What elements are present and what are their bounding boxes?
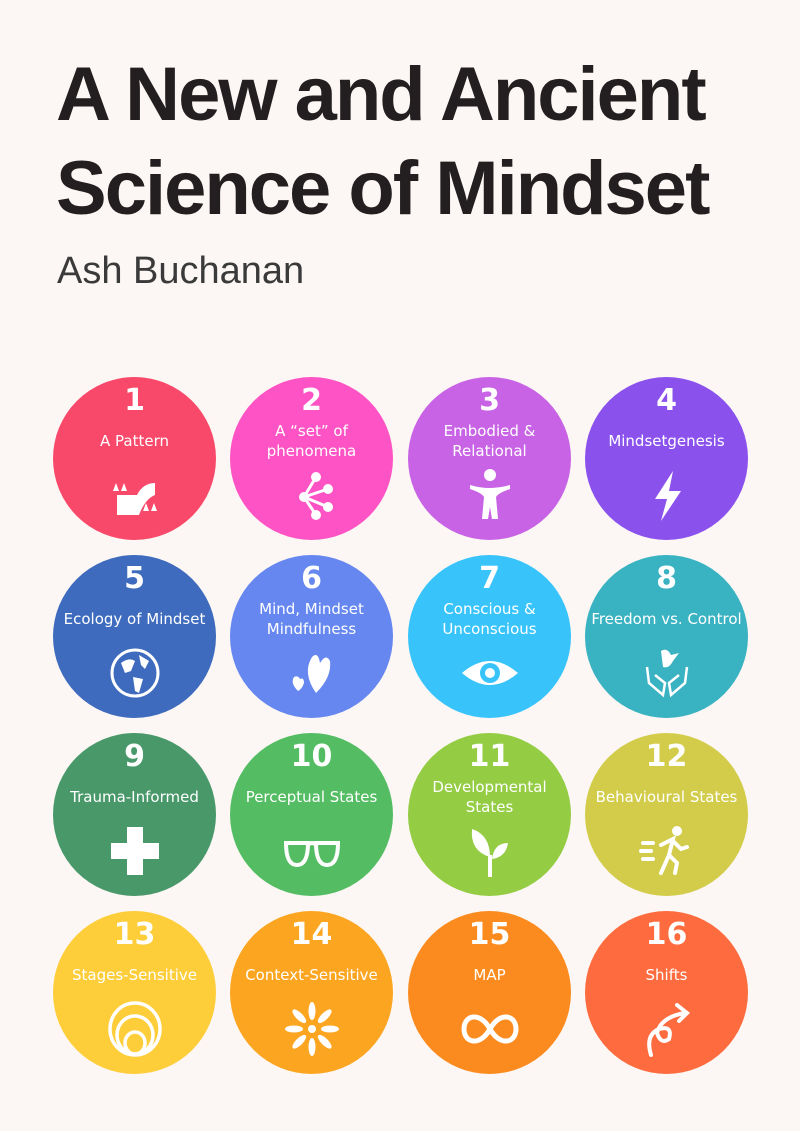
book-title: A New and Ancient Science of Mindset xyxy=(56,48,710,236)
topic-circle-7: 7 Conscious & Unconscious xyxy=(408,555,571,718)
topic-number: 4 xyxy=(656,383,677,418)
topic-circle-14: 14 Context-Sensitive xyxy=(230,911,393,1074)
topic-circle-10: 10 Perceptual States xyxy=(230,733,393,896)
infinity-icon xyxy=(460,999,520,1059)
topic-label: MAP xyxy=(473,966,506,984)
topic-label: A “set” of phenomena xyxy=(266,422,357,460)
running-person-icon xyxy=(637,821,697,881)
hearts-icon xyxy=(282,643,342,703)
topic-label: Behavioural States xyxy=(595,788,738,806)
topic-label: Context-Sensitive xyxy=(245,966,378,984)
topic-number: 13 xyxy=(113,917,156,952)
topic-label: Freedom vs. Control xyxy=(591,610,742,628)
topic-number: 7 xyxy=(479,561,500,596)
topic-circle-9: 9 Trauma-Informed xyxy=(53,733,216,896)
topic-circle-5: 5 Ecology of Mindset xyxy=(53,555,216,718)
globe-icon xyxy=(105,643,165,703)
topic-number: 1 xyxy=(124,383,145,418)
river-landscape-icon xyxy=(105,465,165,525)
topic-number: 14 xyxy=(290,917,333,952)
loop-arrow-icon xyxy=(637,999,697,1059)
sprout-icon xyxy=(460,821,520,881)
topic-label: Perceptual States xyxy=(245,788,378,806)
eye-icon xyxy=(460,643,520,703)
topic-circle-11: 11 Developmental States xyxy=(408,733,571,896)
topic-number: 2 xyxy=(301,383,322,418)
sunburst-icon xyxy=(282,999,342,1059)
topic-label: Mindsetgenesis xyxy=(608,432,725,450)
plus-cross-icon xyxy=(105,821,165,881)
topic-number: 10 xyxy=(290,739,333,774)
topic-number: 15 xyxy=(468,917,511,952)
topic-circle-8: 8 Freedom vs. Control xyxy=(585,555,748,718)
topic-label: Ecology of Mindset xyxy=(63,610,206,628)
topic-label: Developmental States xyxy=(432,778,547,816)
nested-circles-icon xyxy=(105,999,165,1059)
network-nodes-icon xyxy=(282,465,342,525)
hands-dove-icon xyxy=(637,643,697,703)
topic-number: 5 xyxy=(124,561,145,596)
topic-number: 9 xyxy=(124,739,145,774)
topic-label: Stages-Sensitive xyxy=(72,966,197,984)
topic-number: 8 xyxy=(656,561,677,596)
title-line-2: Science of Mindset xyxy=(56,146,710,231)
glasses-icon xyxy=(282,821,342,881)
person-icon xyxy=(460,465,520,525)
topic-circle-13: 13 Stages-Sensitive xyxy=(53,911,216,1074)
topic-number: 3 xyxy=(479,383,500,418)
topic-label: Trauma-Informed xyxy=(70,788,199,806)
topic-label: Conscious & Unconscious xyxy=(442,600,537,638)
topic-circle-15: 15 MAP xyxy=(408,911,571,1074)
topic-label: Shifts xyxy=(645,966,688,984)
topic-circle-3: 3 Embodied & Relational xyxy=(408,377,571,540)
topic-circle-16: 16 Shifts xyxy=(585,911,748,1074)
topic-circle-12: 12 Behavioural States xyxy=(585,733,748,896)
title-line-1: A New and Ancient xyxy=(56,52,707,137)
topic-number: 16 xyxy=(645,917,688,952)
author-name: Ash Buchanan xyxy=(57,250,305,292)
topic-label: A Pattern xyxy=(100,432,169,450)
topic-number: 12 xyxy=(645,739,688,774)
topic-circle-1: 1 A Pattern xyxy=(53,377,216,540)
topic-number: 6 xyxy=(301,561,322,596)
topic-label: Mind, Mindset Mindfulness xyxy=(259,600,364,638)
topic-label: Embodied & Relational xyxy=(443,422,536,460)
lightning-icon xyxy=(637,465,697,525)
topic-circle-4: 4 Mindsetgenesis xyxy=(585,377,748,540)
topic-circle-2: 2 A “set” of phenomena xyxy=(230,377,393,540)
topic-number: 11 xyxy=(468,739,511,774)
topic-circle-6: 6 Mind, Mindset Mindfulness xyxy=(230,555,393,718)
